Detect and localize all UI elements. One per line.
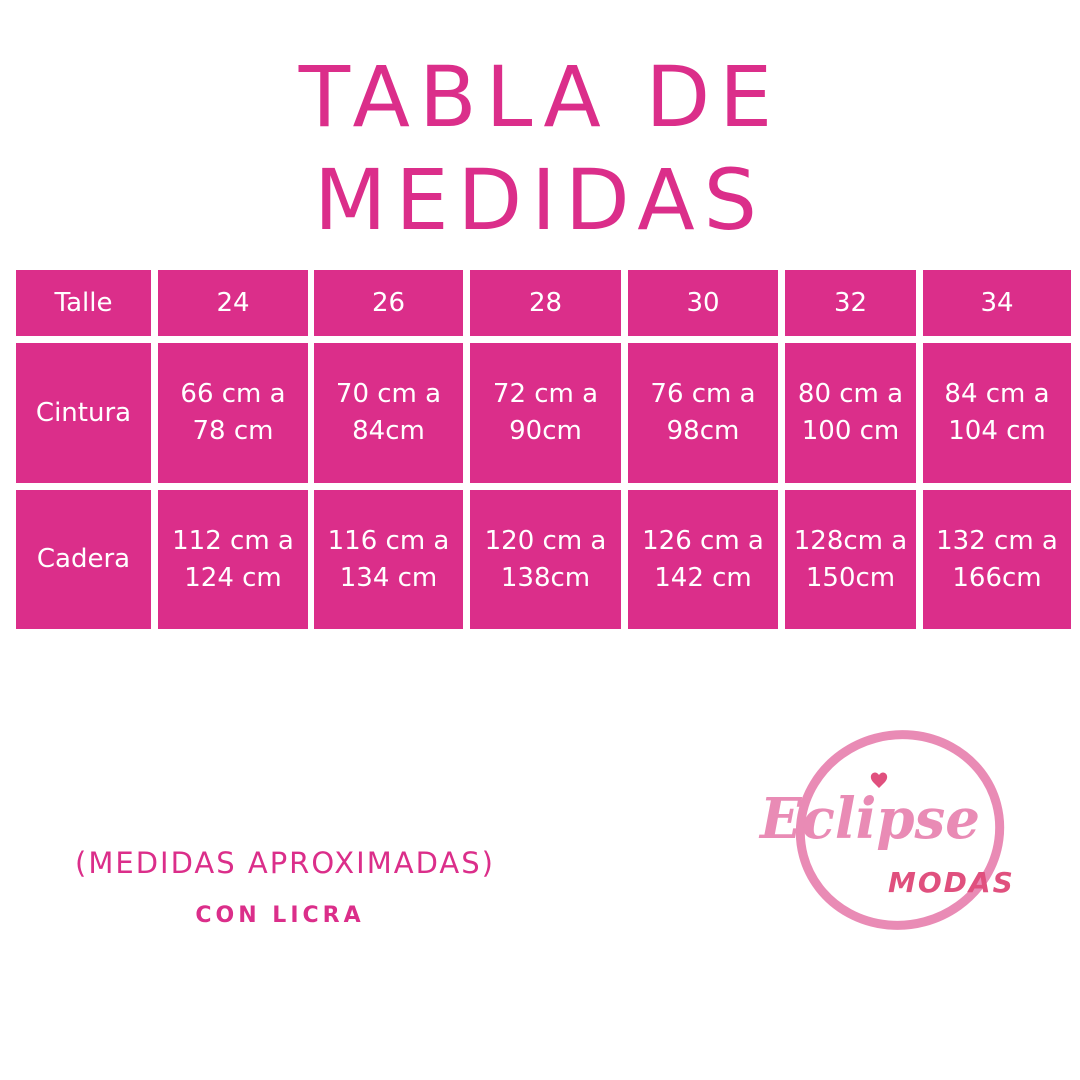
header-size-cell: 24 xyxy=(158,270,308,336)
note-approximate: (MEDIDAS APROXIMADAS) xyxy=(75,846,495,880)
logo-modas-text: MODAS xyxy=(888,866,1015,899)
measurement-cell: 70 cm a 84cm xyxy=(314,343,463,483)
header-size-cell: 32 xyxy=(785,270,916,336)
measurement-cell: 128cm a 150cm xyxy=(785,490,916,629)
measurement-cell: 116 cm a 134 cm xyxy=(314,490,463,629)
header-size-cell: 34 xyxy=(923,270,1071,336)
page-title-line2: MEDIDAS xyxy=(314,151,766,249)
page-title-line1: TABLA DE xyxy=(298,48,782,146)
measurement-cell: 120 cm a 138cm xyxy=(470,490,621,629)
heart-icon xyxy=(870,772,888,788)
header-size-cell: 26 xyxy=(314,270,463,336)
measurement-cell: 80 cm a 100 cm xyxy=(785,343,916,483)
eclipse-modas-logo: Eclipse MODAS xyxy=(758,730,1015,930)
measurement-cell: 66 cm a 78 cm xyxy=(158,343,308,483)
measurement-cell: 76 cm a 98cm xyxy=(628,343,778,483)
measurement-cell: 72 cm a 90cm xyxy=(470,343,621,483)
header-size-cell: 30 xyxy=(628,270,778,336)
row-label-cell: Cintura xyxy=(16,343,151,483)
row-label-cell: Cadera xyxy=(16,490,151,629)
header-size-cell: 28 xyxy=(470,270,621,336)
note-lycra: CON LICRA xyxy=(195,903,365,928)
measurement-cell: 132 cm a 166cm xyxy=(923,490,1071,629)
measurement-cell: 112 cm a 124 cm xyxy=(158,490,308,629)
header-label-cell: Talle xyxy=(16,270,151,336)
logo-eclipse-text: Eclipse xyxy=(758,786,980,852)
measurement-cell: 84 cm a 104 cm xyxy=(923,343,1071,483)
measurement-cell: 126 cm a 142 cm xyxy=(628,490,778,629)
